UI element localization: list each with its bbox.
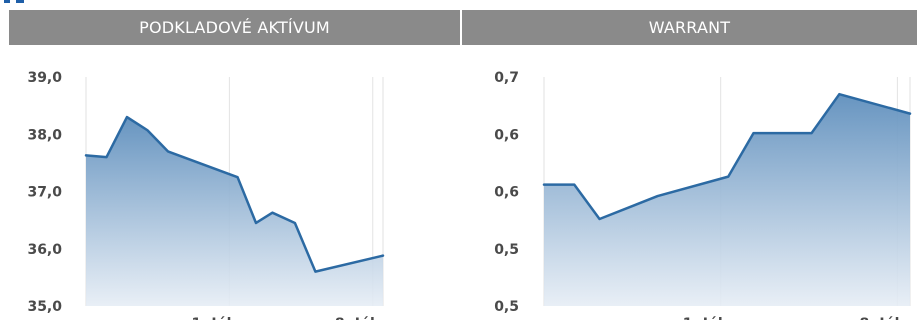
panel-header: PODKLADOVÉ AKTÍVUM — [9, 10, 460, 45]
underlying-asset-chart: 35,0 36,0 37,0 38,0 39,0 1. Júl 8. Júl — [27, 70, 385, 320]
x-tick-label: 1. Júl — [191, 316, 231, 320]
y-tick-label: 0,7 — [494, 70, 519, 86]
y-tick-label: 0,5 — [494, 299, 519, 315]
top-fragment-mark — [4, 0, 10, 3]
top-fragment-mark — [16, 0, 24, 3]
top-fragment — [0, 0, 60, 5]
warrant-panel: WARRANT 0,5 0,5 0,6 0,6 0,7 1. Júl 8. Júl — [462, 10, 917, 320]
area-fill — [544, 94, 910, 306]
y-tick-label: 36,0 — [27, 242, 62, 258]
x-tick-label: 8. Júl — [859, 316, 899, 320]
y-tick-label: 0,6 — [494, 127, 519, 143]
y-tick-label: 38,0 — [27, 127, 62, 143]
series-line — [84, 115, 385, 273]
x-tick-label: 1. Júl — [683, 316, 723, 320]
series-line — [542, 92, 912, 221]
area-fill — [86, 117, 383, 306]
y-tick-label: 0,6 — [494, 185, 519, 201]
y-tick-label: 0,5 — [494, 242, 519, 258]
x-tick-label: 8. Júl — [335, 316, 375, 320]
y-tick-label: 37,0 — [27, 185, 62, 201]
panel-header: WARRANT — [462, 10, 917, 45]
underlying-asset-panel: PODKLADOVÉ AKTÍVUM 35,0 36,0 37,0 38,0 39,0 1… — [9, 10, 460, 320]
y-tick-label: 39,0 — [27, 70, 62, 86]
y-tick-label: 35,0 — [27, 299, 62, 315]
warrant-chart: 0,5 0,5 0,6 0,6 0,7 1. Júl 8. Júl — [494, 70, 912, 320]
